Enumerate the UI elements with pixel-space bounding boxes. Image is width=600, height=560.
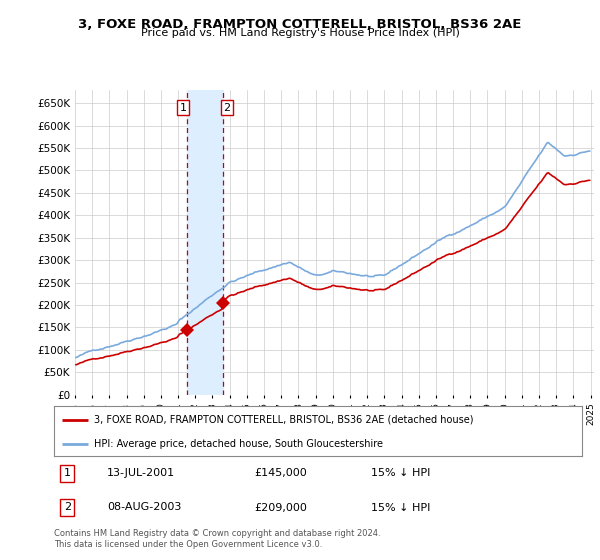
Text: 13-JUL-2001: 13-JUL-2001 xyxy=(107,468,175,478)
Text: 15% ↓ HPI: 15% ↓ HPI xyxy=(371,468,430,478)
Text: 08-AUG-2003: 08-AUG-2003 xyxy=(107,502,181,512)
Text: Contains HM Land Registry data © Crown copyright and database right 2024.
This d: Contains HM Land Registry data © Crown c… xyxy=(54,529,380,549)
Text: £209,000: £209,000 xyxy=(254,502,308,512)
Bar xyxy=(187,90,223,395)
Text: 2: 2 xyxy=(64,502,71,512)
Text: 3, FOXE ROAD, FRAMPTON COTTERELL, BRISTOL, BS36 2AE: 3, FOXE ROAD, FRAMPTON COTTERELL, BRISTO… xyxy=(79,18,521,31)
Text: £145,000: £145,000 xyxy=(254,468,307,478)
Text: Price paid vs. HM Land Registry's House Price Index (HPI): Price paid vs. HM Land Registry's House … xyxy=(140,28,460,38)
Text: 1: 1 xyxy=(179,102,187,113)
Text: HPI: Average price, detached house, South Gloucestershire: HPI: Average price, detached house, Sout… xyxy=(94,439,383,449)
Text: 1: 1 xyxy=(64,468,71,478)
Text: 15% ↓ HPI: 15% ↓ HPI xyxy=(371,502,430,512)
Text: 3, FOXE ROAD, FRAMPTON COTTERELL, BRISTOL, BS36 2AE (detached house): 3, FOXE ROAD, FRAMPTON COTTERELL, BRISTO… xyxy=(94,414,473,424)
Text: 2: 2 xyxy=(224,102,230,113)
